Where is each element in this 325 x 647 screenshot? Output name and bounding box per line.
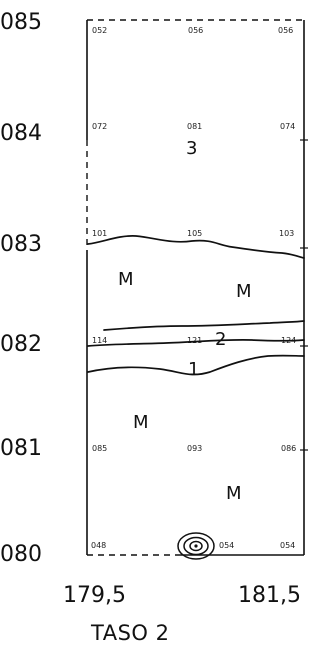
y-axis-label-084: 084 xyxy=(0,121,42,146)
zone-label-2: 2 xyxy=(215,329,226,350)
y-axis-label-081: 081 xyxy=(0,436,42,461)
point-label-084-left: 072 xyxy=(92,122,107,131)
point-label-081-left: 085 xyxy=(92,444,107,453)
concentric-ring-icon xyxy=(177,532,215,560)
point-label-080-center: 054 xyxy=(219,541,234,550)
y-axis-label-082: 082 xyxy=(0,332,42,357)
boundary-curve-083 xyxy=(87,235,305,259)
zone-label-m-upper-left: M xyxy=(118,269,134,290)
point-label-083-left: 101 xyxy=(92,229,107,238)
point-label-081-right: 086 xyxy=(281,444,296,453)
point-label-082-left: 114 xyxy=(92,336,107,345)
point-label-084-center: 081 xyxy=(187,122,202,131)
boundary-curve-zone1 xyxy=(87,354,305,376)
zone-label-3: 3 xyxy=(186,138,197,159)
y-axis-label-080: 080 xyxy=(0,542,42,567)
y-axis-label-083: 083 xyxy=(0,232,42,257)
boundary-curve-zone2-lower xyxy=(87,338,305,347)
point-label-085-center: 056 xyxy=(188,26,203,35)
zone-label-1: 1 xyxy=(188,359,199,380)
point-label-083-center: 105 xyxy=(187,229,202,238)
point-label-080-right: 054 xyxy=(280,541,295,550)
point-label-081-center: 093 xyxy=(187,444,202,453)
point-label-083-right: 103 xyxy=(279,229,294,238)
x-axis-label-right: 181,5 xyxy=(238,583,301,608)
zone-label-m-lower-right: M xyxy=(226,483,242,504)
point-label-085-right: 056 xyxy=(278,26,293,35)
boundary-curve-zone2-upper xyxy=(103,320,305,331)
point-label-084-right: 074 xyxy=(280,122,295,131)
map-footer-title: TASO 2 xyxy=(90,621,169,645)
zone-label-m-upper-right: M xyxy=(236,281,252,302)
point-label-082-center: 121 xyxy=(187,336,202,345)
x-axis-label-left: 179,5 xyxy=(63,583,126,608)
y-axis-label-085: 085 xyxy=(0,10,42,35)
zone-label-m-lower-left: M xyxy=(133,412,149,433)
point-label-085-left: 052 xyxy=(92,26,107,35)
point-label-080-left: 048 xyxy=(91,541,106,550)
